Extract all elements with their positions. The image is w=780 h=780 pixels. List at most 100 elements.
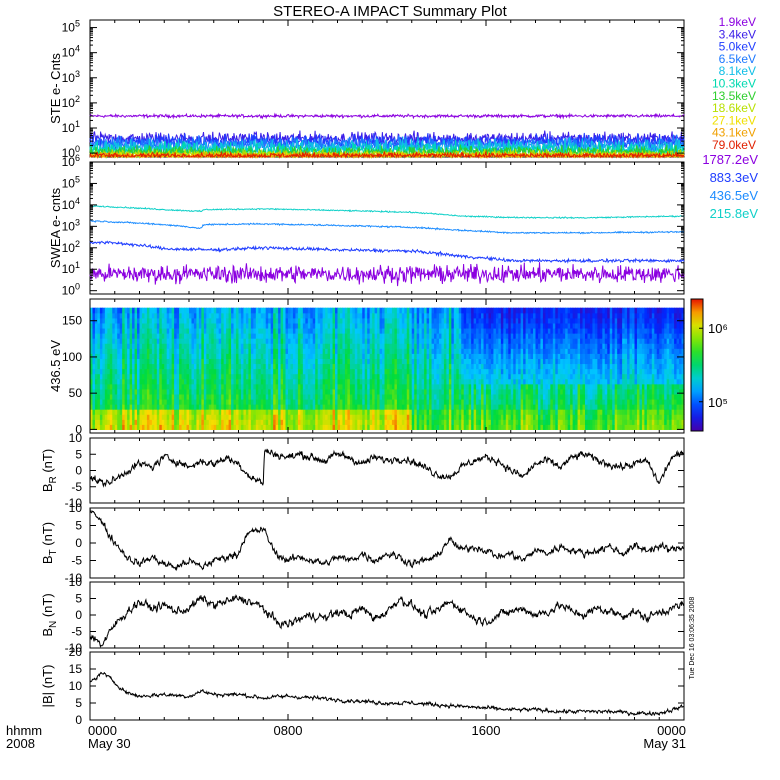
pad-heatmap-cell (342, 343, 346, 349)
pad-heatmap-cell (275, 353, 279, 359)
pad-heatmap-cell (523, 388, 527, 395)
pad-heatmap-cell (436, 378, 440, 385)
pad-heatmap-cell (391, 388, 396, 395)
pad-heatmap-cell (134, 388, 138, 395)
pad-heatmap-cell (317, 353, 321, 359)
ste-legend-entry: 13.5keV (712, 89, 756, 103)
pad-heatmap-cell (500, 393, 504, 400)
pad-heatmap-cell (352, 358, 356, 365)
pad-heatmap-cell (545, 419, 549, 425)
pad-heatmap-cell (164, 353, 168, 359)
pad-heatmap-cell (414, 373, 418, 380)
pad-heatmap-cell (290, 424, 294, 430)
pad-heatmap-cell (322, 409, 326, 415)
pad-heatmap-cell (478, 419, 482, 425)
pad-heatmap-cell (278, 333, 282, 339)
pad-heatmap-cell (327, 414, 331, 420)
pad-heatmap-cell (186, 333, 190, 339)
pad-heatmap-cell (270, 358, 274, 365)
pad-heatmap-cell (500, 388, 504, 395)
pad-heatmap-cell (171, 378, 175, 385)
pad-heatmap-cell (466, 338, 470, 344)
pad-heatmap-cell (515, 307, 519, 314)
pad-heatmap-cell (144, 348, 148, 354)
pad-heatmap-cell (416, 419, 420, 425)
pad-heatmap-cell (369, 312, 373, 319)
pad-heatmap-cell (104, 317, 108, 324)
pad-heatmap-cell (146, 383, 151, 390)
pad-heatmap-cell (253, 322, 257, 329)
pad-heatmap-cell (278, 327, 282, 334)
pad-heatmap-cell (206, 419, 210, 425)
pad-heatmap-cell (166, 333, 170, 339)
pad-heatmap-cell (330, 312, 334, 319)
pad-heatmap-cell (337, 373, 341, 380)
pad-heatmap-cell (196, 327, 200, 334)
pad-heatmap-cell (137, 338, 141, 344)
pad-heatmap-cell (488, 404, 492, 410)
pad-heatmap-cell (438, 414, 443, 420)
pad-heatmap-cell (233, 317, 237, 324)
pad-heatmap-cell (240, 393, 245, 400)
pad-heatmap-cell (189, 378, 193, 385)
pad-heatmap-cell (473, 398, 477, 405)
pad-heatmap-cell (198, 353, 202, 359)
pad-heatmap-cell (429, 373, 433, 380)
pad-heatmap-cell (374, 363, 378, 370)
pad-heatmap-cell (283, 307, 287, 314)
pad-heatmap-cell (198, 312, 202, 319)
pad-heatmap-cell (550, 317, 554, 324)
pad-heatmap-cell (520, 353, 524, 359)
pad-heatmap-cell (481, 393, 485, 400)
pad-heatmap-cell (332, 338, 336, 344)
pad-heatmap-cell (394, 317, 398, 324)
pad-heatmap-cell (265, 312, 269, 319)
pad-heatmap-cell (362, 348, 366, 354)
pad-heatmap-cell (94, 348, 99, 354)
pad-heatmap-cell (557, 383, 561, 390)
pad-heatmap-cell (535, 368, 539, 375)
pad-heatmap-cell (394, 409, 398, 415)
pad-heatmap-cell (354, 373, 358, 380)
pad-heatmap-cell (426, 419, 430, 425)
pad-heatmap-cell (330, 358, 334, 365)
pad-heatmap-cell (139, 373, 143, 380)
pad-heatmap-cell (354, 383, 358, 390)
pad-heatmap-cell (500, 327, 504, 334)
pad-heatmap-cell (483, 317, 487, 324)
pad-heatmap-cell (352, 312, 356, 319)
pad-heatmap-cell (404, 373, 408, 380)
pad-heatmap-cell (139, 388, 143, 395)
pad-heatmap-cell (535, 312, 539, 319)
pad-heatmap-cell (382, 404, 386, 410)
pad-heatmap-cell (203, 414, 207, 420)
pad-heatmap-cell (268, 353, 272, 359)
pad-heatmap-cell (327, 312, 331, 319)
pad-heatmap-cell (520, 368, 524, 375)
pad-heatmap-cell (107, 388, 111, 395)
pad-heatmap-cell (174, 409, 178, 415)
ste-series-group (89, 112, 685, 159)
pad-heatmap-cell (253, 317, 257, 324)
pad-heatmap-cell (129, 327, 133, 334)
pad-heatmap-cell (283, 373, 287, 380)
pad-heatmap-cell (260, 388, 264, 395)
pad-heatmap-cell (181, 383, 185, 390)
pad-heatmap-cell (327, 388, 331, 395)
pad-heatmap-cell (510, 368, 514, 375)
pad-heatmap-cell (488, 348, 492, 354)
pad-heatmap-cell (280, 424, 284, 430)
pad-heatmap-cell (240, 338, 245, 344)
pad-heatmap-cell (275, 358, 279, 365)
pad-heatmap-cell (107, 393, 111, 400)
pad-heatmap-cell (406, 414, 410, 420)
pad-heatmap-cell (171, 424, 175, 430)
pad-heatmap-cell (396, 317, 400, 324)
pad-heatmap-cell (297, 307, 301, 314)
pad-heatmap-cell (463, 393, 467, 400)
pad-heatmap-cell (528, 378, 532, 385)
pad-heatmap-cell (99, 398, 103, 405)
pad-heatmap-cell (330, 419, 334, 425)
pad-heatmap-cell (127, 373, 131, 380)
pad-heatmap-cell (191, 414, 195, 420)
